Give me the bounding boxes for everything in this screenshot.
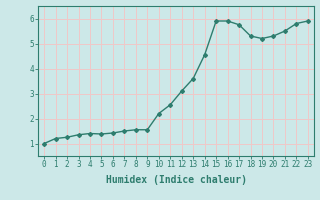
X-axis label: Humidex (Indice chaleur): Humidex (Indice chaleur) <box>106 175 246 185</box>
